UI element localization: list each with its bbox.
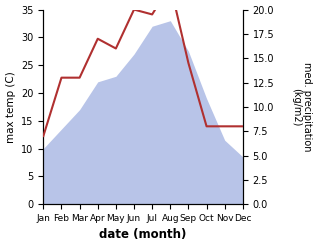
Y-axis label: med. precipitation
(kg/m2): med. precipitation (kg/m2) <box>291 62 313 152</box>
Y-axis label: max temp (C): max temp (C) <box>5 71 16 143</box>
X-axis label: date (month): date (month) <box>100 228 187 242</box>
